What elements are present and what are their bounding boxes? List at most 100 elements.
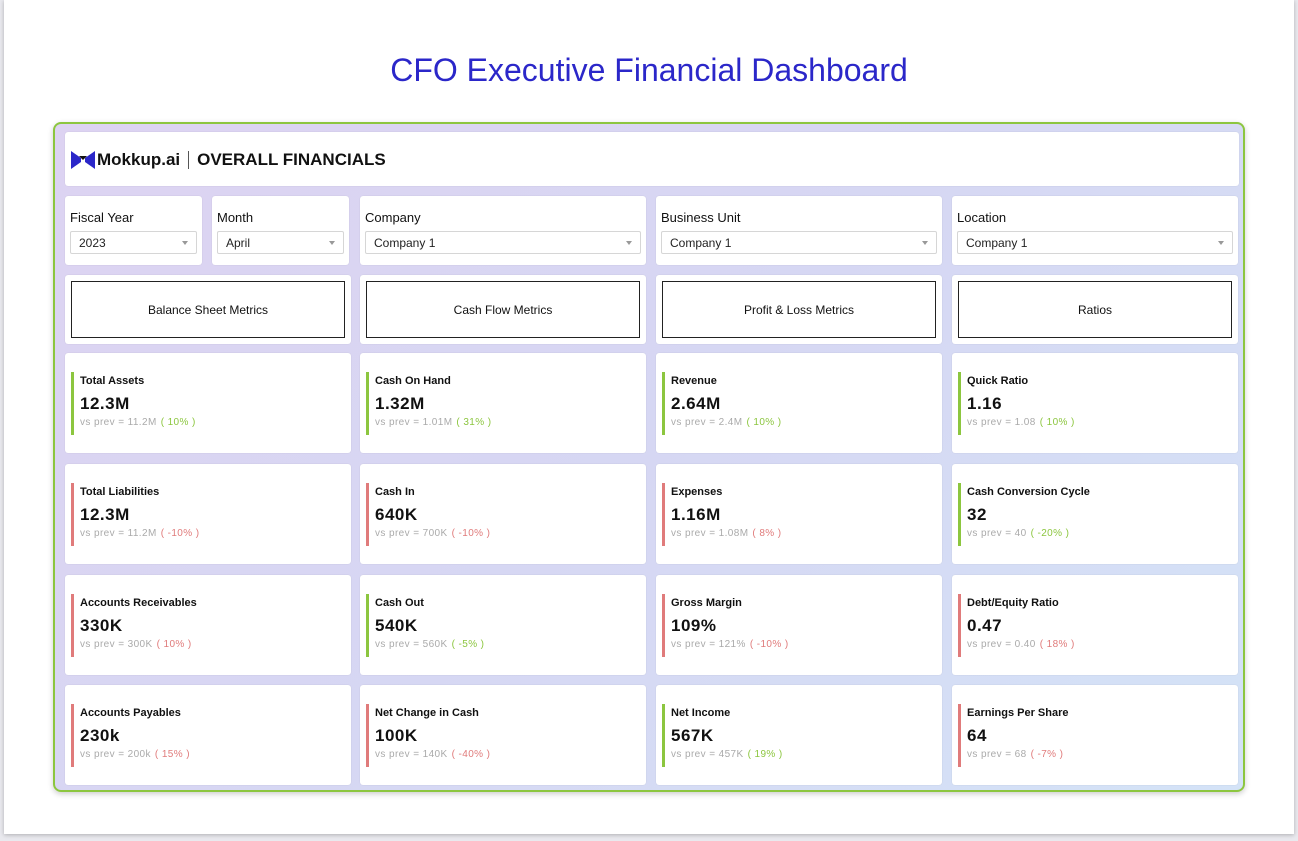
metric-comparison: vs prev = 140K( -40% ) (375, 749, 490, 760)
brand: Mokkup.ai OVERALL FINANCIALS (71, 150, 386, 170)
metric-comparison: vs prev = 560K( -5% ) (375, 639, 484, 650)
metric-title: Cash In (375, 486, 415, 498)
metric-value: 64 (967, 726, 987, 745)
metric-title: Net Change in Cash (375, 707, 479, 719)
month-select[interactable]: April (217, 231, 344, 254)
delta-badge: ( 10% ) (1039, 417, 1075, 428)
metric-card: Cash On Hand 1.32M vs prev = 1.01M( 31% ) (360, 353, 646, 453)
balance-sheet-metrics-button[interactable]: Balance Sheet Metrics (71, 281, 345, 338)
select-value: Company 1 (670, 236, 732, 250)
location-select[interactable]: Company 1 (957, 231, 1233, 254)
metric-comparison: vs prev = 1.08M( 8% ) (671, 528, 782, 539)
metric-title: Expenses (671, 486, 723, 498)
status-indicator-bar (366, 372, 369, 435)
metric-card: Quick Ratio 1.16 vs prev = 1.08( 10% ) (952, 353, 1238, 453)
dashboard-frame: Mokkup.ai OVERALL FINANCIALS Fiscal Year… (53, 122, 1245, 792)
previous-value: vs prev = 40 (967, 528, 1027, 539)
status-indicator-bar (366, 483, 369, 546)
metric-title: Gross Margin (671, 597, 742, 609)
previous-value: vs prev = 2.4M (671, 417, 743, 428)
metric-comparison: vs prev = 700K( -10% ) (375, 528, 490, 539)
select-value: 2023 (79, 236, 106, 250)
status-indicator-bar (662, 372, 665, 435)
delta-badge: ( 10% ) (160, 417, 196, 428)
status-indicator-bar (366, 594, 369, 657)
page-sheet: CFO Executive Financial Dashboard Mokkup… (4, 0, 1294, 834)
metric-card: Total Assets 12.3M vs prev = 11.2M( 10% ) (65, 353, 351, 453)
business-unit-select[interactable]: Company 1 (661, 231, 937, 254)
metric-value: 2.64M (671, 394, 721, 413)
filter-company: Company Company 1 (360, 196, 646, 265)
previous-value: vs prev = 121% (671, 639, 746, 650)
metric-comparison: vs prev = 68( -7% ) (967, 749, 1063, 760)
delta-badge: ( 31% ) (456, 417, 492, 428)
chevron-down-icon (182, 241, 188, 245)
delta-badge: ( -40% ) (451, 749, 491, 760)
page-title: CFO Executive Financial Dashboard (390, 52, 908, 88)
previous-value: vs prev = 11.2M (80, 528, 157, 539)
metric-card: Cash In 640K vs prev = 700K( -10% ) (360, 464, 646, 564)
delta-badge: ( -10% ) (160, 528, 200, 539)
metric-title: Cash Conversion Cycle (967, 486, 1090, 498)
delta-badge: ( -5% ) (451, 639, 485, 650)
status-indicator-bar (958, 372, 961, 435)
chevron-down-icon (922, 241, 928, 245)
section-card: Ratios (952, 275, 1238, 344)
filter-label: Fiscal Year (70, 210, 134, 225)
delta-badge: ( -10% ) (749, 639, 789, 650)
cash-flow-metrics-button[interactable]: Cash Flow Metrics (366, 281, 640, 338)
brand-name: Mokkup.ai (97, 150, 181, 169)
chevron-down-icon (1218, 241, 1224, 245)
metric-comparison: vs prev = 2.4M( 10% ) (671, 417, 782, 428)
chevron-down-icon (626, 241, 632, 245)
delta-badge: ( -20% ) (1030, 528, 1070, 539)
filter-business-unit: Business Unit Company 1 (656, 196, 942, 265)
select-value: Company 1 (966, 236, 1028, 250)
metric-card: Net Change in Cash 100K vs prev = 140K( -4… (360, 685, 646, 785)
filter-fiscal-year: Fiscal Year 2023 (65, 196, 202, 265)
filter-label: Month (217, 210, 254, 225)
metric-title: Debt/Equity Ratio (967, 597, 1059, 609)
delta-badge: ( -7% ) (1030, 749, 1064, 760)
previous-value: vs prev = 11.2M (80, 417, 157, 428)
metric-comparison: vs prev = 0.40( 18% ) (967, 639, 1075, 650)
status-indicator-bar (662, 594, 665, 657)
dashboard-title: OVERALL FINANCIALS (197, 150, 386, 169)
chevron-down-icon (329, 241, 335, 245)
section-card: Cash Flow Metrics (360, 275, 646, 344)
delta-badge: ( 15% ) (154, 749, 190, 760)
dashboard-header: Mokkup.ai OVERALL FINANCIALS (65, 132, 1239, 186)
delta-badge: ( 8% ) (752, 528, 782, 539)
previous-value: vs prev = 0.40 (967, 639, 1036, 650)
status-indicator-bar (958, 594, 961, 657)
status-indicator-bar (958, 483, 961, 546)
metric-title: Total Liabilities (80, 486, 160, 498)
ratios-button[interactable]: Ratios (958, 281, 1232, 338)
previous-value: vs prev = 1.08M (671, 528, 749, 539)
metric-card: Expenses 1.16M vs prev = 1.08M( 8% ) (656, 464, 942, 564)
metric-value: 1.32M (375, 394, 425, 413)
fiscal-year-select[interactable]: 2023 (70, 231, 197, 254)
profit-loss-metrics-button[interactable]: Profit & Loss Metrics (662, 281, 936, 338)
delta-badge: ( 10% ) (156, 639, 192, 650)
metric-title: Cash On Hand (375, 375, 451, 387)
metric-comparison: vs prev = 11.2M( 10% ) (80, 417, 196, 428)
metric-title: Net Income (671, 707, 731, 719)
previous-value: vs prev = 200k (80, 749, 151, 760)
metric-title: Earnings Per Share (967, 707, 1069, 719)
metric-comparison: vs prev = 11.2M( -10% ) (80, 528, 199, 539)
metric-value: 109% (671, 616, 717, 635)
previous-value: vs prev = 140K (375, 749, 448, 760)
metric-value: 1.16 (967, 394, 1003, 413)
filter-label: Company (365, 210, 421, 225)
filter-location: Location Company 1 (952, 196, 1238, 265)
status-indicator-bar (71, 372, 74, 435)
metric-value: 1.16M (671, 505, 721, 524)
company-select[interactable]: Company 1 (365, 231, 641, 254)
metric-card: Debt/Equity Ratio 0.47 vs prev = 0.40( 18%… (952, 575, 1238, 675)
section-card: Balance Sheet Metrics (65, 275, 351, 344)
filter-label: Location (957, 210, 1007, 225)
metric-comparison: vs prev = 1.08( 10% ) (967, 417, 1075, 428)
filter-month: Month April (212, 196, 349, 265)
metric-comparison: vs prev = 457K( 19% ) (671, 749, 783, 760)
